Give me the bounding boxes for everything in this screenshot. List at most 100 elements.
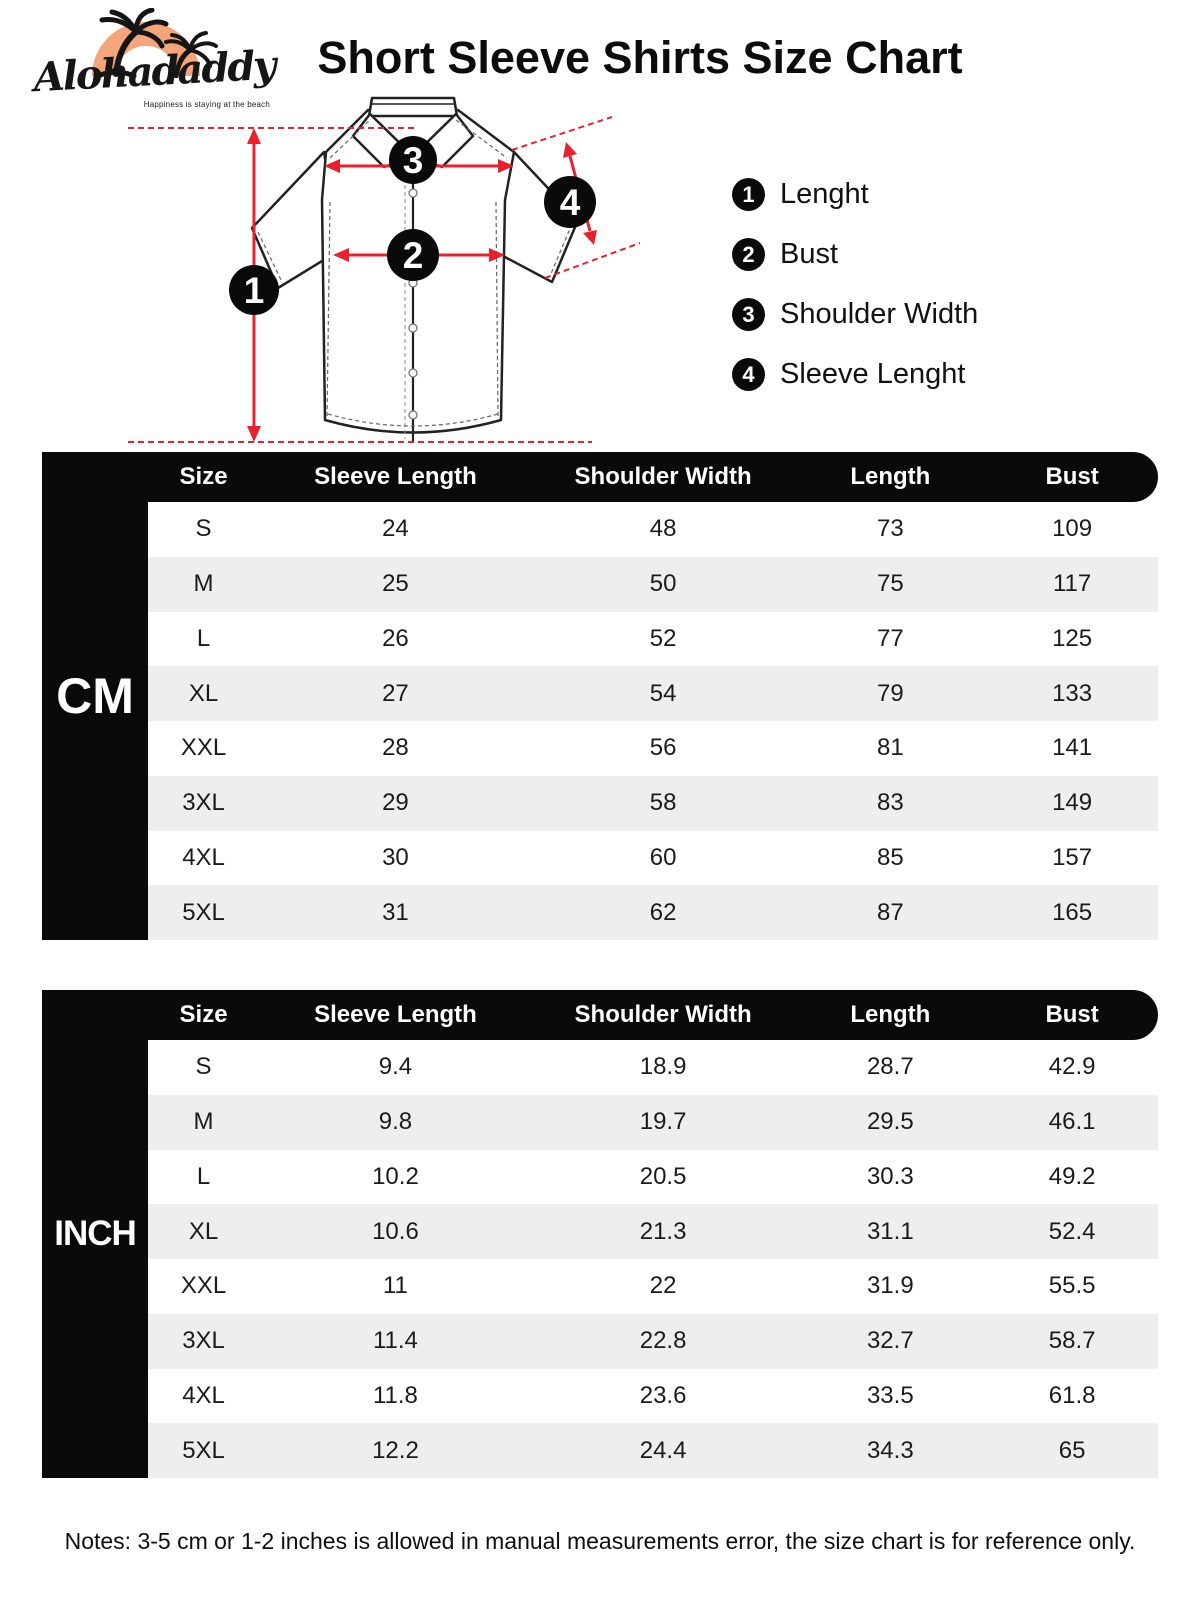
size-cell: 4XL [182, 843, 225, 871]
value-cell: 165 [1052, 898, 1093, 926]
value-cell: 30.3 [866, 1162, 914, 1190]
size-cell: L [196, 1162, 211, 1190]
value-cell: 65 [1058, 1436, 1086, 1464]
size-cell: XL [188, 679, 219, 707]
brand-logo: Alohadaddy Happiness is staying at the b… [24, 8, 284, 118]
value-cell: 19.7 [639, 1108, 687, 1136]
value-cell: 20.5 [639, 1162, 687, 1190]
size-cell: 4XL [182, 1381, 225, 1409]
legend-number-icon: 3 [732, 298, 765, 331]
legend-number-icon: 2 [732, 238, 765, 271]
value-cell: 32.7 [866, 1327, 914, 1355]
value-cell: 58 [649, 789, 677, 817]
size-cell: S [195, 515, 212, 543]
size-cell: M [193, 1108, 214, 1136]
value-cell: 31.9 [866, 1272, 914, 1300]
value-cell: 25 [382, 570, 409, 598]
marker-3: 3 [403, 140, 424, 181]
table-row: M 9.8 19.7 29.5 46.1 [148, 1094, 1158, 1150]
value-cell: 49.2 [1048, 1162, 1096, 1190]
value-cell: 54 [649, 679, 677, 707]
column-header: Bust [1045, 1001, 1099, 1028]
palm-trees-sun-icon [92, 8, 218, 78]
size-cell: L [196, 624, 211, 652]
value-cell: 75 [876, 570, 904, 598]
value-cell: 24 [382, 515, 409, 543]
size-cell: XXL [180, 1272, 227, 1300]
value-cell: 157 [1052, 843, 1093, 871]
column-header: Length [850, 1001, 931, 1028]
value-cell: 125 [1052, 624, 1093, 652]
value-cell: 24.4 [639, 1436, 687, 1464]
value-cell: 22 [649, 1272, 677, 1300]
value-cell: 11.8 [372, 1381, 418, 1409]
value-cell: 11 [382, 1272, 408, 1300]
column-header: Shoulder Width [574, 1001, 752, 1028]
value-cell: 141 [1052, 734, 1093, 762]
value-cell: 30 [382, 843, 409, 871]
column-header: Length [850, 463, 931, 490]
legend-number-icon: 4 [732, 358, 765, 391]
size-cell: 5XL [182, 1436, 225, 1464]
value-cell: 58.7 [1048, 1327, 1096, 1355]
table-row: 4XL 30 60 85 157 [148, 831, 1158, 886]
cm-size-table: CM Size Sleeve Length Shoulder Width Length… [42, 452, 1158, 940]
table-row: 5XL 12.2 24.4 34.3 65 [148, 1423, 1158, 1478]
value-cell: 29.5 [866, 1108, 914, 1136]
legend-item-bust: 2 Bust [732, 238, 978, 271]
value-cell: 29 [382, 789, 409, 817]
shirt-seams [257, 119, 573, 427]
value-cell: 28 [382, 734, 409, 762]
cm-table-rows: S 24 48 73 109 M 25 50 75 117 L 26 52 77 125 XL 27 54 79 13… [148, 502, 1158, 940]
inch-size-table: INCH Size Sleeve Length Shoulder Width Leng… [42, 990, 1158, 1478]
value-cell: 28.7 [866, 1053, 914, 1081]
value-cell: 34.3 [866, 1436, 914, 1464]
legend-label: Sleeve Lenght [780, 358, 966, 390]
value-cell: 133 [1052, 679, 1093, 707]
value-cell: 48 [649, 515, 677, 543]
inch-table-header: Size Sleeve Length Shoulder Width Length Bus… [42, 990, 1158, 1040]
cm-table-header: Size Sleeve Length Shoulder Width Length Bus… [42, 452, 1158, 502]
inch-table-rows: S 9.4 18.9 28.7 42.9 M 9.8 19.7 29.5 46.1 L 10.2 20.… [148, 1040, 1158, 1478]
size-cell: XL [188, 1217, 219, 1245]
value-cell: 11.4 [372, 1327, 418, 1355]
table-row: XXL 28 56 81 141 [148, 721, 1158, 776]
value-cell: 23.6 [639, 1381, 687, 1409]
size-cell: 3XL [182, 1327, 225, 1355]
value-cell: 56 [649, 734, 677, 762]
value-cell: 10.6 [372, 1217, 419, 1245]
value-cell: 52.4 [1048, 1217, 1096, 1245]
marker-4: 4 [560, 182, 581, 223]
value-cell: 60 [649, 843, 677, 871]
value-cell: 117 [1052, 570, 1092, 598]
value-cell: 18.9 [639, 1053, 687, 1081]
page-title: Short Sleeve Shirts Size Chart [317, 32, 963, 83]
legend-item-length: 1 Lenght [732, 178, 978, 211]
value-cell: 26 [382, 624, 409, 652]
table-row: M 25 50 75 117 [148, 556, 1158, 612]
legend-label: Shoulder Width [780, 298, 979, 330]
measurement-legend: 1 Lenght 2 Bust 3 Shoulder Width 4 Sleev… [732, 178, 978, 418]
value-cell: 33.5 [866, 1381, 914, 1409]
value-cell: 42.9 [1048, 1053, 1096, 1081]
value-cell: 31.1 [866, 1217, 914, 1245]
table-row: XXL 11 22 31.9 55.5 [148, 1259, 1158, 1314]
column-header: Bust [1045, 463, 1099, 490]
value-cell: 79 [876, 679, 904, 707]
value-cell: 55.5 [1048, 1272, 1096, 1300]
value-cell: 62 [649, 898, 677, 926]
shirt-diagram-svg: 1 2 3 4 [128, 96, 641, 443]
column-header: Shoulder Width [574, 463, 752, 490]
table-row: 3XL 29 58 83 149 [148, 775, 1158, 831]
size-cell: 5XL [182, 898, 225, 926]
column-header: Size [179, 1001, 228, 1028]
unit-label-cm: CM [42, 452, 148, 940]
table-row: XL 27 54 79 133 [148, 666, 1158, 721]
table-row: 4XL 11.8 23.6 33.5 61.8 [148, 1369, 1158, 1424]
table-row: 3XL 11.4 22.8 32.7 58.7 [148, 1313, 1158, 1369]
value-cell: 9.4 [378, 1053, 413, 1081]
legend-item-shoulder-width: 3 Shoulder Width [732, 298, 978, 331]
legend-label: Lenght [780, 178, 869, 210]
value-cell: 46.1 [1048, 1108, 1096, 1136]
